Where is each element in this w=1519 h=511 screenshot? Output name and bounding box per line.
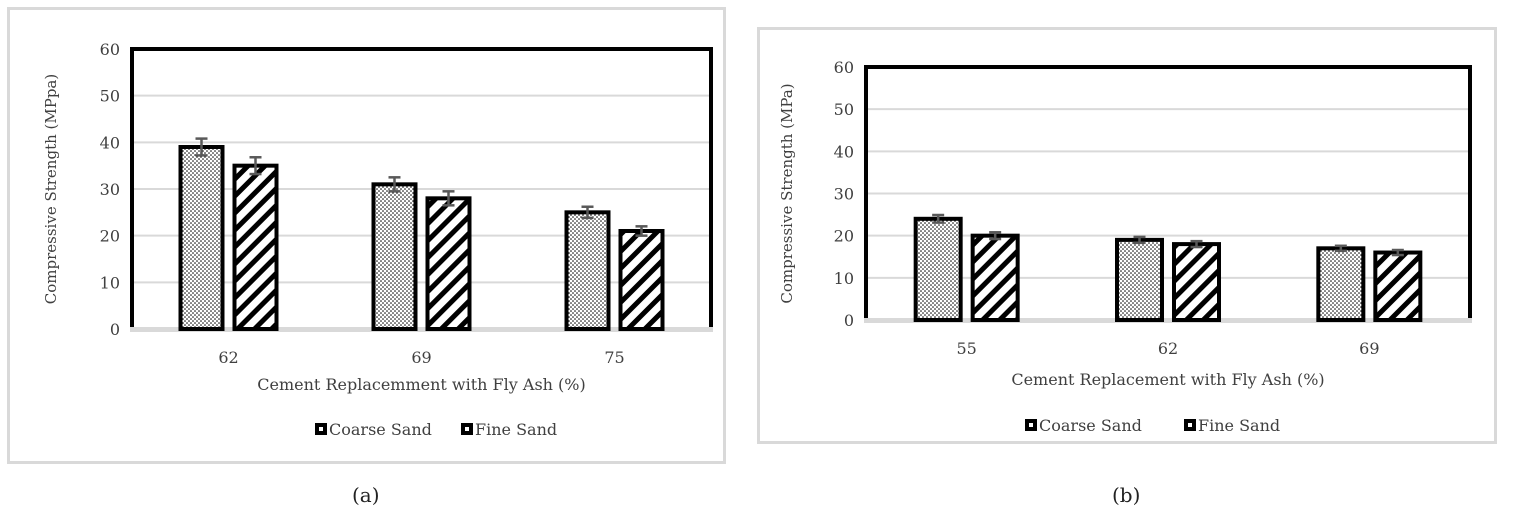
bar-dots <box>371 182 418 331</box>
x-axis-line <box>864 318 1472 323</box>
legend-label: Fine Sand <box>475 420 557 439</box>
y-axis-title: Compressive Strength (MPa) <box>778 83 796 303</box>
legend-swatch-dot <box>319 427 323 431</box>
x-axis-title: Cement Replacemment with Fly Ash (%) <box>257 375 585 394</box>
bar-diagonal <box>232 163 279 331</box>
bar-diagonal <box>1172 242 1221 323</box>
bar-diagonal <box>425 196 472 331</box>
legend-swatch-dot <box>1188 423 1192 427</box>
y-tick-label: 10 <box>834 269 854 288</box>
bar-dots <box>913 216 963 322</box>
bar-dots <box>1316 246 1366 322</box>
legend-label: Coarse Sand <box>1039 416 1142 435</box>
y-tick-label: 20 <box>834 227 854 246</box>
bar-dots <box>564 210 611 331</box>
legend-swatch-dot <box>1029 423 1033 427</box>
chart-panel-a: 0 10 20 30 40 50 60 62 69 75 Compressive Strength … <box>7 7 726 464</box>
legend-label: Fine Sand <box>1198 416 1280 435</box>
y-tick-label: 30 <box>834 185 854 204</box>
y-tick-label: 50 <box>834 100 854 119</box>
bar-diagonal <box>1373 250 1423 323</box>
x-axis-title: Cement Replacement with Fly Ash (%) <box>1011 370 1324 389</box>
bar-dots <box>1115 237 1164 322</box>
legend-swatch-dot <box>465 427 469 431</box>
y-tick-label: 40 <box>100 133 120 152</box>
caption-b: (b) <box>1112 483 1141 507</box>
x-axis-line <box>130 327 713 332</box>
x-tick-label: 75 <box>604 348 624 367</box>
x-tick-label: 69 <box>411 348 431 367</box>
x-tick-label: 62 <box>218 348 238 367</box>
y-tick-label: 60 <box>100 40 120 59</box>
y-tick-label: 60 <box>834 58 854 77</box>
x-tick-label: 69 <box>1359 339 1379 358</box>
y-tick-label: 0 <box>110 320 120 339</box>
chart-a: 0 10 20 30 40 50 60 62 69 75 Compressive Strength … <box>42 40 713 439</box>
bar-diagonal <box>618 229 665 331</box>
y-axis-title: Compressive Strength (MPpa) <box>42 74 60 304</box>
x-tick-label: 55 <box>956 339 976 358</box>
y-tick-label: 10 <box>100 273 120 292</box>
bar-dots <box>178 145 225 331</box>
bar-diagonal <box>970 233 1020 323</box>
y-tick-label: 30 <box>100 180 120 199</box>
y-tick-label: 40 <box>834 142 854 161</box>
y-tick-label: 20 <box>100 227 120 246</box>
caption-a: (a) <box>352 483 380 507</box>
y-tick-label: 0 <box>844 311 854 330</box>
legend-label: Coarse Sand <box>329 420 432 439</box>
x-tick-label: 62 <box>1158 339 1178 358</box>
chart-panel-b: 0 10 20 30 40 50 60 55 62 69 Compressive Strength … <box>757 27 1497 444</box>
chart-b: 0 10 20 30 40 50 60 55 62 69 Compressive Strength … <box>778 58 1472 435</box>
y-tick-label: 50 <box>100 87 120 106</box>
